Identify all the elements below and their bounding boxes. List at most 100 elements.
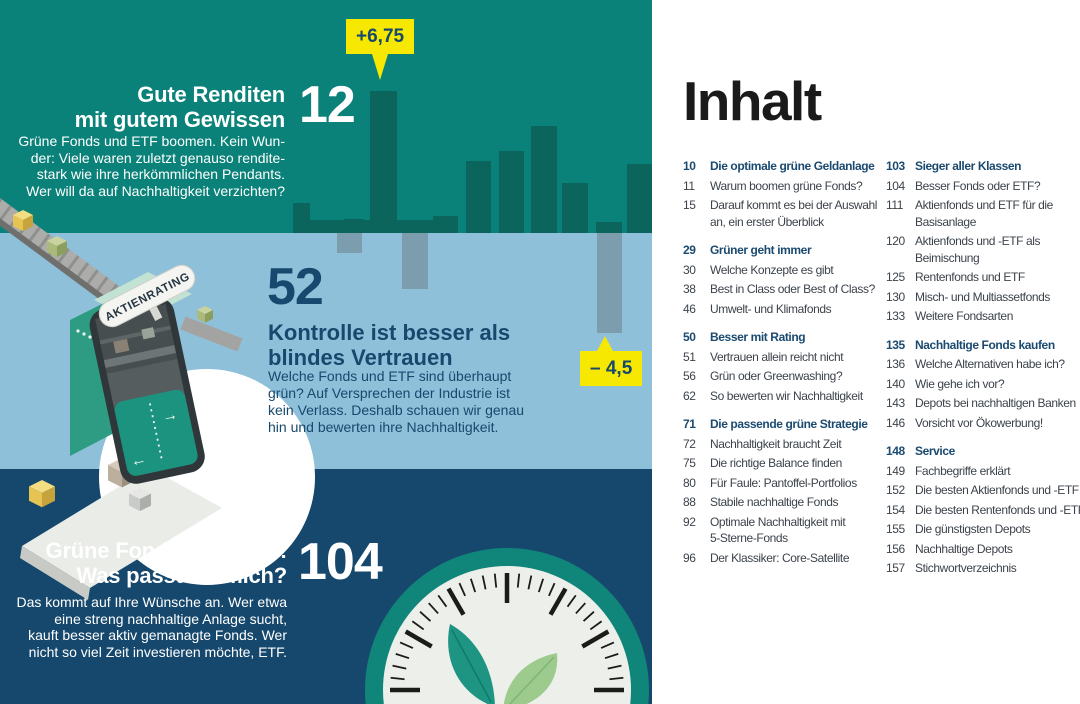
toc-entry[interactable]: 156 Nachhaltige Depots [886, 541, 1080, 558]
toc-page-number: 125 [886, 270, 905, 284]
page-title: Inhalt [683, 70, 822, 132]
toc-page-number: 146 [886, 415, 905, 430]
toc-entry[interactable]: 96 Der Klassiker: Core-Satellite [683, 550, 879, 567]
callout-negative-value: – 4,5 [580, 336, 643, 386]
toc-entry-label: Besser mit Rating [710, 330, 806, 344]
toc-entry[interactable]: 149 Fachbegriffe erklärt [886, 463, 1080, 480]
toc-entry[interactable]: 75 Die richtige Balance finden [683, 455, 879, 472]
toc-entry-label: Umwelt- und Klimafonds [710, 301, 832, 316]
toc-entry[interactable]: 152 Die besten Aktienfonds und -ETF [886, 482, 1080, 499]
toc-entry[interactable]: 38 Best in Class oder Best of Class? [683, 281, 879, 298]
toc-entry-label: Service [915, 444, 955, 458]
toc-section: 135 Nachhaltige Fonds kaufen 136 Welche Alt… [886, 337, 1080, 432]
toc-entry[interactable]: 11 Warum boomen grüne Fonds? [683, 178, 879, 195]
toc-entry-label: Depots bei nachhaltigen Banken [915, 396, 1076, 410]
toc-page-number: 56 [683, 369, 696, 383]
toc-section-header[interactable]: 71 Die passende grüne Strategie [683, 416, 879, 433]
toc-section-header[interactable]: 50 Besser mit Rating [683, 329, 879, 346]
toc-entry[interactable]: 30 Welche Konzepte es gibt [683, 262, 879, 279]
toc-page-number: 30 [683, 262, 696, 277]
toc-entry[interactable]: 92 Optimale Nachhaltigkeit mit 5-Sterne-F… [683, 514, 879, 547]
toc-entry[interactable]: 51 Vertrauen allein reicht nicht [683, 349, 879, 366]
toc-page-number: 111 [886, 198, 904, 212]
toc-section: 148 Service 149 Fachbegriffe erklärt 152 Die … [886, 443, 1080, 577]
toc-entry[interactable]: 155 Die günstigsten Depots [886, 521, 1080, 538]
toc-entry-label: Nachhaltigkeit braucht Zeit [710, 436, 842, 451]
toc-entry-label: Die besten Rentenfonds und -ETF [915, 502, 1080, 517]
toc-entry[interactable]: 146 Vorsicht vor Ökowerbung! [886, 415, 1080, 432]
toc-section-header[interactable]: 135 Nachhaltige Fonds kaufen [886, 337, 1080, 354]
toc-entry-label: Die optimale grüne Geldanlage [710, 159, 875, 173]
toc-section-header[interactable]: 29 Grüner geht immer [683, 242, 879, 259]
toc-entry-label: Grüner geht immer [710, 243, 812, 257]
toc-entry[interactable]: 157 Stichwortverzeichnis [886, 560, 1080, 577]
toc-entry-label: Fachbegriffe erklärt [915, 463, 1011, 478]
toc-entry-label: Rentenfonds und ETF [915, 270, 1025, 284]
teaser-body-control: Welche Fonds und ETF sind überhaupt grün… [268, 368, 525, 435]
toc-page-number: 11 [683, 178, 695, 193]
toc-page-number: 96 [683, 550, 696, 565]
toc-page-number: 135 [886, 337, 905, 352]
toc-entry[interactable]: 56 Grün oder Greenwashing? [683, 368, 879, 385]
toc-page-number: 62 [683, 388, 696, 403]
toc-entry[interactable]: 72 Nachhaltigkeit braucht Zeit [683, 436, 879, 453]
toc-column-2: 103 Sieger aller Klassen 104 Besser Fonds o… [886, 158, 1080, 589]
toc-page-number: 103 [886, 159, 905, 173]
toc-entry[interactable]: 88 Stabile nachhaltige Fonds [683, 494, 879, 511]
toc-entry[interactable]: 140 Wie gehe ich vor? [886, 376, 1080, 393]
toc-section-header[interactable]: 103 Sieger aller Klassen [886, 158, 1080, 175]
teaser-body-fonds-etf: Das kommt auf Ihre Wünsche an. Wer etwa … [16, 594, 287, 660]
table-of-contents: Inhalt 10 Die optimale grüne Geldanlage 11… [652, 0, 1080, 704]
toc-page-number: 104 [886, 178, 905, 193]
toc-page-number: 46 [683, 301, 696, 316]
toc-entry[interactable]: 80 Für Faule: Pantoffel-Portfolios [683, 475, 879, 492]
chart-bar-positive [499, 151, 524, 233]
toc-entry[interactable]: 130 Misch- und Multiassetfonds [886, 289, 1080, 306]
toc-page-number: 10 [683, 159, 696, 173]
toc-entry-label: Misch- und Multiassetfonds [915, 289, 1050, 304]
callout-positive-label: +6,75 [356, 26, 405, 47]
toc-entry[interactable]: 125 Rentenfonds und ETF [886, 269, 1080, 286]
toc-entry-label: Aktienfonds und -ETF als Beimischung [915, 234, 1041, 265]
toc-page-number: 156 [886, 541, 905, 556]
chart-bar-positive [627, 164, 652, 233]
toc-entry[interactable]: 120 Aktienfonds und -ETF als Beimischung [886, 233, 1080, 266]
toc-entry[interactable]: 62 So bewerten wir Nachhaltigkeit [683, 388, 879, 405]
teaser-body-returns: Grüne Fonds und ETF boomen. Kein Wun- de… [18, 133, 285, 199]
toc-entry[interactable]: 143 Depots bei nachhaltigen Banken [886, 395, 1080, 412]
toc-entry[interactable]: 15 Darauf kommt es bei der Auswahl an, ei… [683, 197, 879, 230]
toc-entry-label: Aktienfonds und ETF für die Basisanlage [915, 198, 1053, 229]
bar-chart [293, 91, 652, 333]
toc-page-number: 71 [683, 417, 696, 431]
toc-column-1: 10 Die optimale grüne Geldanlage 11 Warum b… [683, 158, 879, 578]
toc-entry-label: Stichwortverzeichnis [915, 561, 1017, 575]
chart-bar-positive [344, 219, 364, 233]
toc-page-number: 140 [886, 376, 905, 391]
toc-entry-label: Die richtige Balance finden [710, 456, 842, 470]
toc-entry[interactable]: 136 Welche Alternativen habe ich? [886, 356, 1080, 373]
toc-page-number: 133 [886, 309, 905, 323]
toc-page-number: 75 [683, 456, 696, 470]
infographic-panel: → ← AKTIENRATING +6,75 – 4,5 Gute Rendit… [0, 0, 652, 704]
toc-entry[interactable]: 104 Besser Fonds oder ETF? [886, 178, 1080, 195]
toc-entry-label: Wie gehe ich vor? [915, 376, 1005, 391]
toc-section-header[interactable]: 10 Die optimale grüne Geldanlage [683, 158, 879, 175]
chart-bar-positive [596, 222, 622, 233]
toc-page-number: 80 [683, 475, 696, 490]
toc-entry[interactable]: 111 Aktienfonds und ETF für die Basisanla… [886, 197, 1080, 230]
toc-entry[interactable]: 154 Die besten Rentenfonds und -ETF [886, 502, 1080, 519]
toc-entry-label: Welche Konzepte es gibt [710, 262, 834, 277]
teaser-page-number-104: 104 [298, 533, 383, 591]
chart-bar-positive [433, 216, 458, 233]
toc-section: 103 Sieger aller Klassen 104 Besser Fonds o… [886, 158, 1080, 325]
toc-page-number: 154 [886, 502, 905, 517]
chart-bar-positive [293, 203, 310, 233]
toc-entry[interactable]: 133 Weitere Fondsarten [886, 308, 1080, 325]
toc-page-number: 136 [886, 357, 905, 371]
toc-entry-label: Der Klassiker: Core-Satellite [710, 550, 850, 565]
toc-entry-label: Nachhaltige Depots [915, 541, 1013, 556]
toc-entry[interactable]: 46 Umwelt- und Klimafonds [683, 301, 879, 318]
toc-section-header[interactable]: 148 Service [886, 443, 1080, 460]
toc-page-number: 92 [683, 514, 696, 529]
